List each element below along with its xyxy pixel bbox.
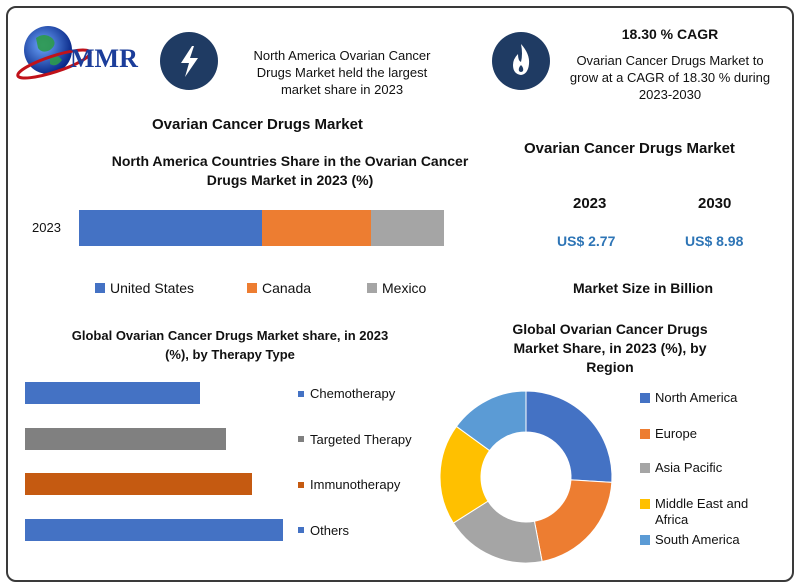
region-donut-chart	[439, 390, 613, 564]
therapy-bars	[25, 370, 295, 560]
left-section-title: Ovarian Cancer Drugs Market	[152, 116, 363, 133]
legend-label: Asia Pacific	[655, 460, 723, 475]
info-right-line-1: Ovarian Cancer Drugs Market to	[576, 53, 764, 68]
donut-slice-north-america	[525, 390, 613, 483]
info-left: North America Ovarian Cancer Drugs Marke…	[232, 47, 452, 98]
therapy-bar-immunotherapy	[25, 473, 253, 495]
legend-swatch	[247, 283, 257, 293]
legend-label: Immunotherapy	[310, 477, 401, 492]
market-size-year-2023: 2023	[573, 195, 607, 212]
region-legend: North America Europe Asia Pacific Middle Ea…	[640, 386, 790, 556]
logo-text: MMR	[70, 44, 138, 73]
therapy-legend-chemotherapy: Chemotherapy	[298, 386, 395, 401]
region-legend-europe: Europe	[640, 426, 760, 442]
legend-swatch	[640, 463, 650, 473]
info-left-line-3: market share in 2023	[280, 82, 404, 97]
region-legend-middle-east-and-africa: Middle East and Africa	[640, 496, 760, 528]
legend-swatch	[95, 283, 105, 293]
legend-label: United States	[110, 280, 195, 296]
legend-label: Chemotherapy	[310, 386, 396, 401]
legend-item-canada: Canada	[247, 280, 311, 296]
region-chart-title: Global Ovarian Cancer Drugs Market Share…	[512, 321, 708, 375]
stacked-chart-title: North America Countries Share in the Ova…	[111, 153, 469, 188]
legend-label: South America	[655, 532, 740, 547]
market-size-value-2023: US$ 2.77	[557, 233, 616, 249]
legend-swatch	[298, 481, 304, 488]
info-left-line-2: Drugs Market held the largest	[256, 65, 428, 80]
region-legend-asia-pacific: Asia Pacific	[640, 460, 760, 476]
market-size-year-2030: 2030	[698, 195, 732, 212]
stacked-segment-mexico	[371, 210, 444, 246]
legend-label: Europe	[655, 426, 697, 441]
info-right: Ovarian Cancer Drugs Market to grow at a…	[560, 52, 780, 103]
info-left-line-1: North America Ovarian Cancer	[253, 48, 431, 63]
region-legend-south-america: South America	[640, 532, 760, 548]
therapy-bar-targeted-therapy	[25, 427, 227, 450]
donut-slice-south-america	[455, 390, 527, 452]
therapy-legend-targeted-therapy: Targeted Therapy	[298, 432, 412, 447]
stacked-category-label: 2023	[32, 220, 61, 235]
market-size-caption: Market Size in Billion	[573, 280, 714, 296]
market-size-value-2030: US$ 8.98	[685, 233, 744, 249]
legend-swatch	[640, 393, 650, 403]
legend-label: Middle East and Africa	[655, 496, 749, 527]
therapy-bar-others	[25, 518, 283, 541]
logo: MMR	[14, 20, 154, 80]
info-right-line-2: grow at a CAGR of 18.30 % during	[569, 70, 771, 85]
therapy-chart-title: Global Ovarian Cancer Drugs Market share…	[71, 328, 389, 362]
stacked-segment-canada	[261, 210, 371, 246]
therapy-legend-immunotherapy: Immunotherapy	[298, 477, 400, 492]
region-legend-north-america: North America	[640, 390, 760, 406]
legend-label: Mexico	[382, 280, 427, 296]
legend-item-united-states: United States	[95, 280, 194, 296]
therapy-legend-others: Others	[298, 523, 349, 538]
legend-label: Targeted Therapy	[310, 431, 412, 447]
therapy-bar-chemotherapy	[25, 382, 201, 404]
legend-swatch	[298, 527, 304, 533]
cagr-title: 18.30 % CAGR	[621, 26, 719, 42]
legend-swatch	[298, 436, 304, 442]
globe-icon	[16, 26, 92, 80]
legend-label: Canada	[262, 280, 312, 296]
market-size-title: Ovarian Cancer Drugs Market	[524, 140, 735, 157]
info-right-line-3: 2023-2030	[638, 87, 702, 102]
stacked-segment-united-states	[79, 210, 262, 246]
legend-label: North America	[655, 390, 738, 405]
lightning-icon	[160, 32, 218, 90]
legend-swatch	[367, 283, 377, 293]
legend-label: Others	[310, 522, 350, 538]
legend-swatch	[298, 390, 304, 397]
donut-slice-europe	[533, 479, 613, 563]
stacked-legend: United States Canada Mexico	[95, 280, 475, 298]
legend-item-mexico: Mexico	[367, 280, 426, 296]
therapy-legend: Chemotherapy Targeted Therapy Immunotherap…	[298, 370, 448, 560]
stacked-bar	[79, 210, 444, 246]
legend-swatch	[640, 499, 650, 509]
fire-icon	[492, 32, 550, 90]
legend-swatch	[640, 535, 650, 545]
legend-swatch	[640, 429, 650, 439]
